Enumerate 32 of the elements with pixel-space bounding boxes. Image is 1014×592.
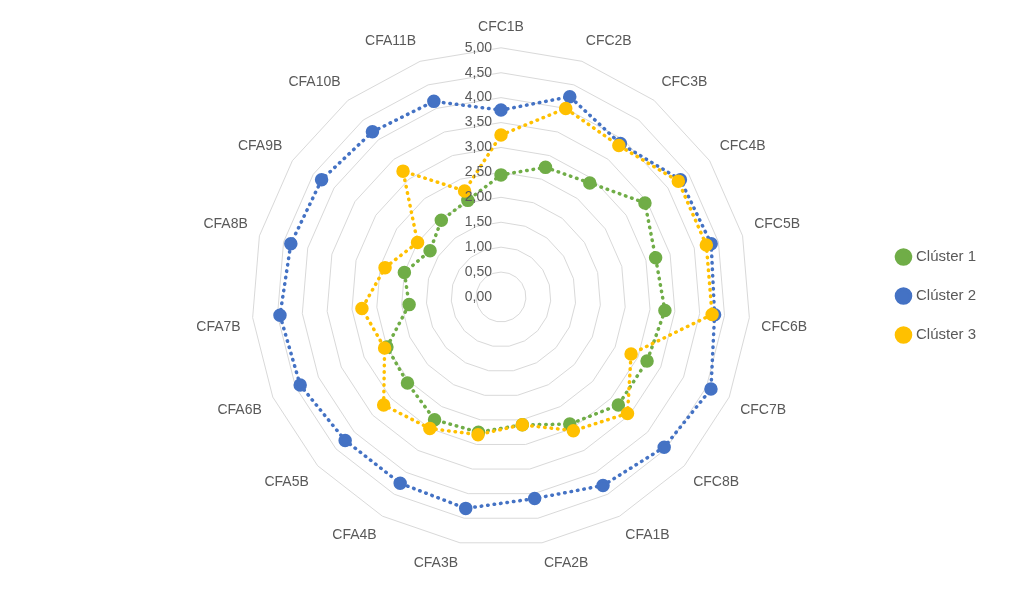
spoke-label: CFC8B — [693, 473, 740, 490]
y-tick-label: 4,00 — [464, 88, 493, 105]
y-tick-label: 2,50 — [464, 163, 493, 180]
spoke-label: CFC4B — [719, 136, 766, 153]
spoke-label: CFA8B — [203, 215, 248, 232]
spoke-label: CFA9B — [237, 136, 283, 153]
y-tick-label: 0,50 — [464, 262, 493, 279]
y-tick-label: 3,50 — [464, 113, 493, 130]
spoke-label: CFA7B — [196, 317, 241, 334]
spoke-label: CFC6B — [761, 317, 808, 334]
spoke-label: CFA2B — [543, 553, 589, 570]
legend-label: Clúster 2 — [915, 286, 977, 304]
spoke-label: CFA10B — [288, 73, 341, 90]
spoke-label: CFA5B — [264, 473, 309, 490]
legend-label: Clúster 1 — [915, 247, 977, 265]
y-tick-label: 5,00 — [464, 38, 493, 55]
y-tick-label: 4,50 — [464, 63, 493, 80]
spoke-label: CFC2B — [585, 32, 632, 49]
y-tick-label: 3,00 — [464, 138, 493, 155]
spoke-label: CFA6B — [217, 401, 262, 418]
spoke-label: CFC7B — [740, 401, 787, 418]
spoke-label: CFC1B — [478, 18, 524, 35]
spoke-label: CFA11B — [365, 32, 417, 49]
y-tick-label: 1,00 — [464, 238, 493, 255]
legend-label: Clúster 3 — [915, 325, 977, 343]
y-tick-label: 1,50 — [464, 213, 493, 230]
spoke-label: CFC5B — [754, 215, 801, 232]
spoke-label: CFA1B — [625, 525, 670, 542]
spoke-label: CFA3B — [413, 553, 459, 570]
y-tick-label: 0,00 — [464, 287, 493, 304]
spoke-label: CFA4B — [332, 525, 377, 542]
spoke-label: CFC3B — [661, 73, 708, 90]
